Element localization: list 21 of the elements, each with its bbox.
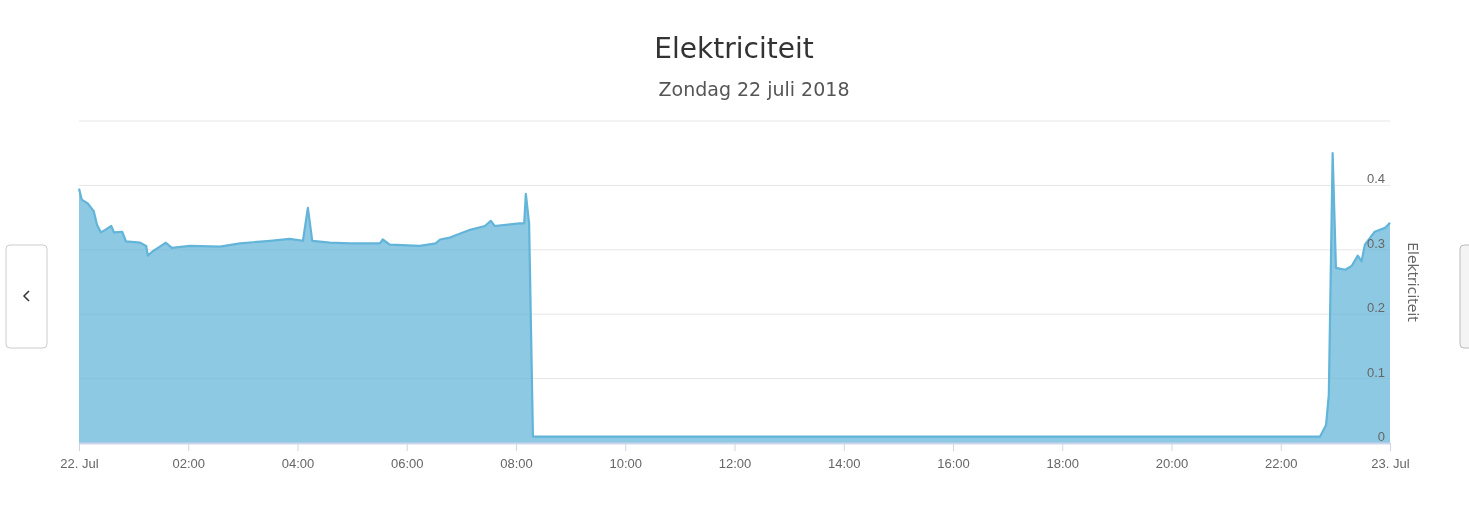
chart-subtitle: Zondag 22 juli 2018: [658, 78, 850, 100]
x-tick-label: 14:00: [827, 456, 861, 472]
x-tick-label: 22:00: [1264, 456, 1298, 472]
x-tick-label: 02:00: [172, 456, 206, 472]
chart-title: Elektriciteit: [654, 32, 814, 65]
x-tick-label: 10:00: [609, 456, 643, 472]
x-tick-label: 23. Jul: [1371, 456, 1410, 472]
x-tick-label: 20:00: [1155, 456, 1189, 472]
y-tick-label: 0.3: [1366, 235, 1385, 251]
y-tick-label: 0.2: [1366, 300, 1385, 316]
y-axis-title: Elektriciteit: [1405, 242, 1421, 323]
x-tick-label: 16:00: [937, 456, 970, 472]
x-tick-label: 08:00: [500, 456, 533, 472]
x-tick-label: 12:00: [718, 456, 752, 472]
x-tick-label: 18:00: [1046, 456, 1080, 472]
y-tick-label: 0.1: [1366, 364, 1385, 380]
x-tick-label: 06:00: [390, 456, 424, 472]
y-tick-label: 0.4: [1366, 171, 1385, 187]
x-tick-label: 04:00: [281, 456, 315, 472]
y-tick-label: 0: [1377, 428, 1385, 444]
x-tick-label: 22. Jul: [60, 456, 99, 472]
